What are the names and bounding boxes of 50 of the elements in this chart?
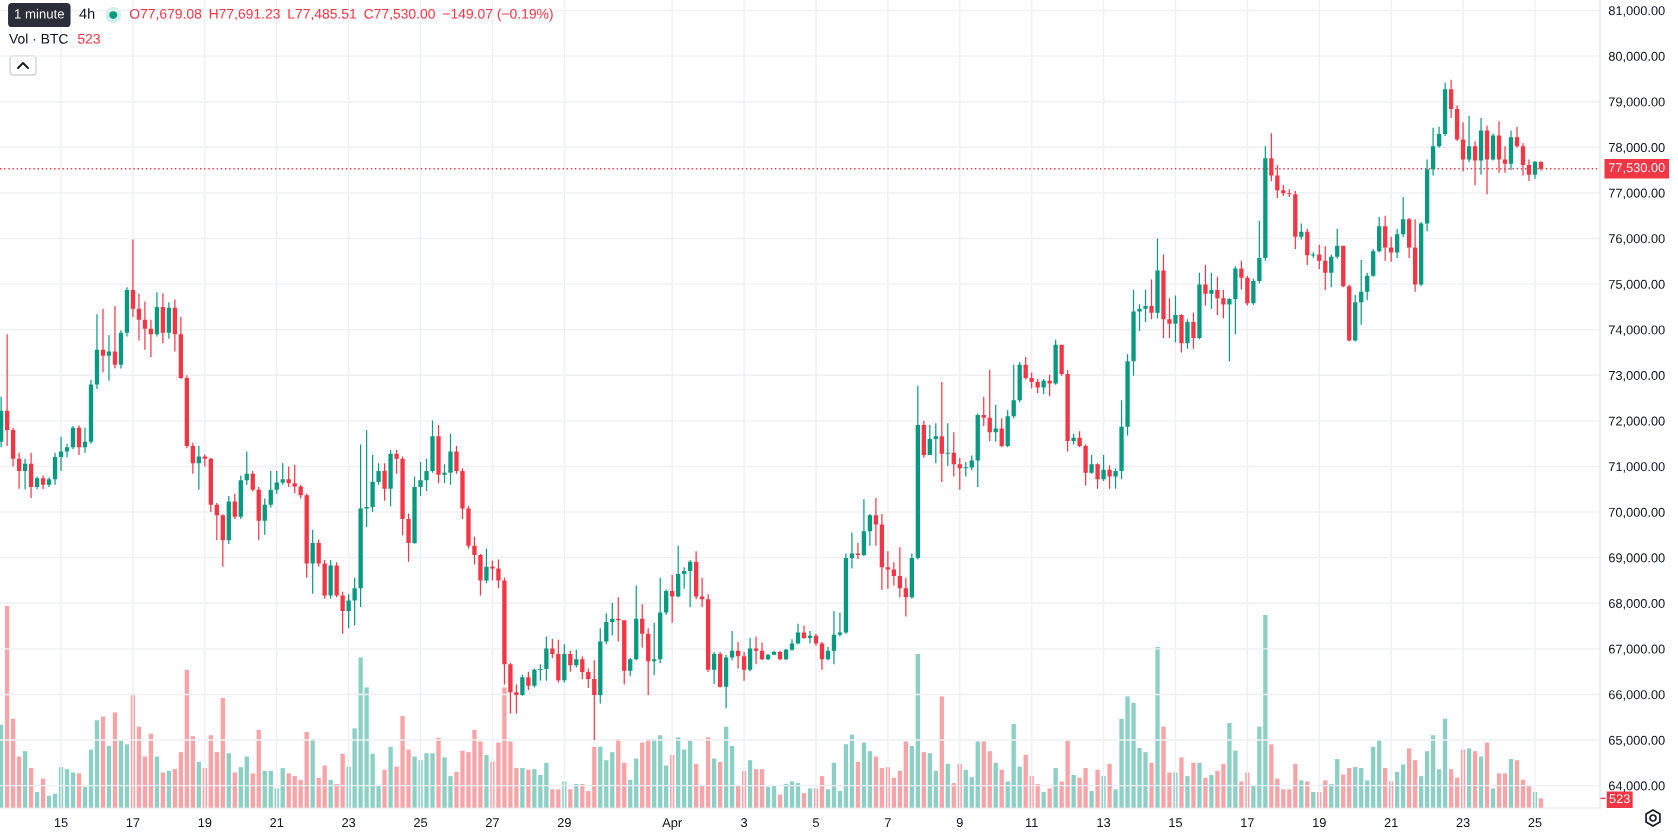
x-tick-label: 19: [1313, 818, 1326, 828]
x-tick-label: 23: [1456, 818, 1470, 828]
annotation: H77,691.23: [209, 8, 280, 21]
y-tick-label: 78,000.00: [1608, 142, 1665, 154]
y2-axis-title: Vol · BTC: [9, 33, 68, 44]
y-tick-label: 74,000.00: [1608, 325, 1665, 336]
x-tick-label: 15: [1169, 818, 1183, 828]
x-tick-label: 5: [812, 818, 819, 828]
y-tick-label: 70,000.00: [1608, 507, 1665, 519]
x-tick-label: 29: [557, 818, 571, 828]
annotation: C77,530.00: [364, 8, 435, 21]
y-tick-label: 81,000.00: [1608, 6, 1665, 17]
x-tick-label: 25: [414, 818, 428, 828]
x-tick-label: 27: [485, 818, 499, 827]
x-tick-label: 3: [741, 818, 748, 828]
ref-line-label: 77,530.00: [1608, 163, 1665, 174]
y-tick-label: 76,000.00: [1608, 234, 1665, 245]
y-tick-label: 73,000.00: [1608, 370, 1665, 382]
y-tick-label: 65,000.00: [1608, 735, 1665, 747]
y-tick-label: 80,000.00: [1608, 51, 1665, 63]
annotation: −149.07 (−0.19%): [443, 8, 553, 22]
x-tick-label: 19: [198, 818, 212, 828]
annotation: L77,485.51: [288, 8, 357, 21]
y2-tick-label: 523: [1609, 794, 1630, 804]
x-tick-label: 11: [1026, 818, 1038, 827]
x-tick-label: 21: [270, 818, 284, 827]
x-tick-label: 9: [956, 818, 963, 828]
y-tick-label: 77,000.00: [1608, 188, 1665, 200]
x-tick-label: 17: [1241, 818, 1254, 827]
annotation: 1 minute: [15, 8, 65, 19]
x-tick-label: 13: [1097, 818, 1111, 828]
y-tick-label: 71,000.00: [1608, 462, 1665, 473]
x-tick-label: 15: [54, 818, 68, 828]
x-tick-label: 21: [1384, 818, 1398, 827]
y-tick-label: 68,000.00: [1608, 598, 1665, 610]
y-tick-label: 66,000.00: [1608, 690, 1665, 701]
x-tick-label: 7: [884, 818, 891, 827]
chart-title: 4h: [79, 8, 95, 19]
x-tick-label: Apr: [662, 818, 682, 830]
x-tick-label: 25: [1528, 818, 1542, 828]
y-tick-label: 67,000.00: [1608, 644, 1665, 656]
x-tick-label: 17: [126, 818, 140, 827]
y-tick-label: 72,000.00: [1608, 416, 1665, 428]
y-tick-label: 75,000.00: [1608, 279, 1665, 291]
y-tick-label: 69,000.00: [1608, 553, 1665, 564]
annotation: 523: [77, 33, 100, 44]
x-tick-label: 23: [342, 818, 356, 828]
y-tick-label: 64,000.00: [1608, 781, 1665, 792]
y-tick-label: 79,000.00: [1608, 97, 1665, 108]
annotation: O77,679.08: [129, 8, 202, 21]
